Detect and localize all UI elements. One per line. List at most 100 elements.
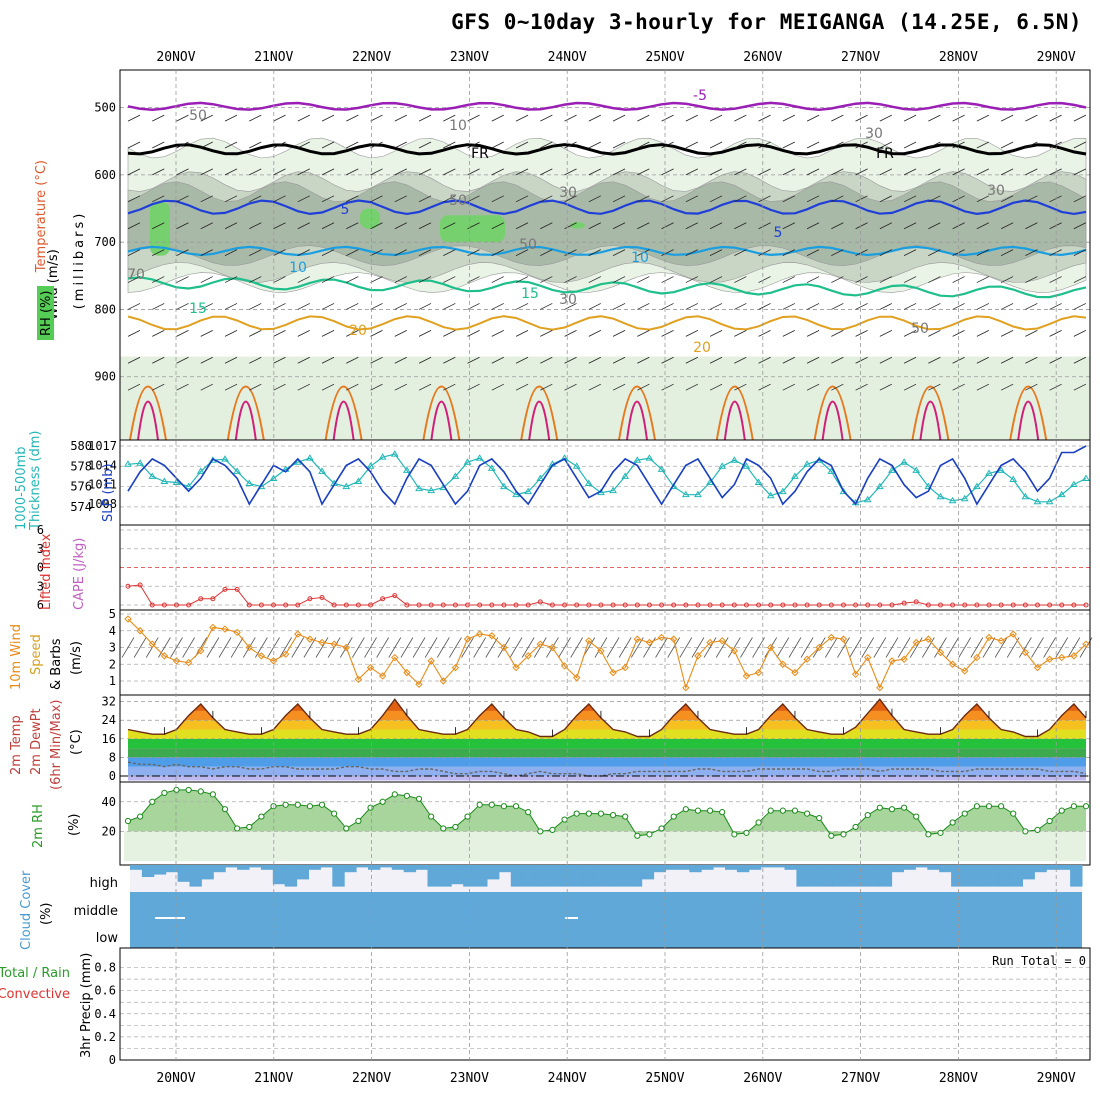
lifted-index-marker xyxy=(186,602,192,608)
wind-speed-marker xyxy=(864,653,872,662)
wind-barb xyxy=(588,330,601,337)
wind-barb xyxy=(491,330,504,337)
wind-speed-marker xyxy=(742,672,751,680)
wind10-barb xyxy=(1043,637,1056,658)
high-cloud-bar xyxy=(177,865,190,882)
wind-barb xyxy=(879,114,893,122)
rh-marker xyxy=(1070,803,1077,810)
lifted-index-marker xyxy=(258,602,264,608)
wind-barb xyxy=(127,276,141,283)
wind-barb xyxy=(273,222,286,230)
high-cloud-bar xyxy=(570,865,583,887)
high-cloud-bar xyxy=(1070,865,1083,887)
lifted-index-marker xyxy=(792,602,798,608)
wind-speed-marker xyxy=(597,647,605,655)
wind-barb xyxy=(637,356,650,364)
rh-marker xyxy=(731,831,738,838)
temp-label-group: 2m Temp xyxy=(9,715,24,775)
wind-barb xyxy=(321,303,335,310)
wind-barb xyxy=(1000,249,1014,256)
pressure-tick: 600 xyxy=(94,168,116,182)
thickness-marker xyxy=(390,450,399,457)
rh-axis-label: RH (%) xyxy=(39,291,54,336)
wind-barb xyxy=(734,195,747,203)
wind-speed-marker xyxy=(366,663,375,672)
wind-barb xyxy=(321,141,335,149)
high-cloud-bar xyxy=(1034,865,1047,873)
wind-barb xyxy=(418,276,432,283)
wind-barb xyxy=(976,168,990,176)
thickness-marker xyxy=(681,490,690,498)
wind-barb xyxy=(418,168,432,176)
wind-barb xyxy=(758,330,771,337)
rh-marker xyxy=(1034,826,1041,834)
wind-barb xyxy=(1025,168,1038,176)
thickness-marker xyxy=(778,487,787,495)
wind-barb xyxy=(855,195,868,203)
wind-barb xyxy=(831,276,844,283)
rh-marker xyxy=(816,814,823,822)
wind-barb xyxy=(491,249,504,256)
wind-barb xyxy=(831,168,844,176)
contour-30-arch xyxy=(430,400,453,441)
rh-marker xyxy=(840,831,847,838)
wind-speed-marker xyxy=(500,643,508,652)
slp-frame xyxy=(119,439,1091,526)
rh-marker xyxy=(306,803,313,810)
wind10-barb xyxy=(485,637,499,658)
thickness-marker xyxy=(633,456,642,463)
rh-saturated-patch xyxy=(360,208,380,229)
thickness-marker xyxy=(754,478,763,486)
wind-barb xyxy=(224,114,238,122)
wind10-barb xyxy=(449,637,462,658)
pressure-tick: 700 xyxy=(94,235,116,249)
wind-barb xyxy=(273,195,286,203)
rh-marker xyxy=(682,806,689,813)
wind-barb xyxy=(443,114,456,122)
wind-barb xyxy=(540,276,553,283)
high-cloud-bar xyxy=(308,865,321,870)
thickness-marker xyxy=(657,465,666,472)
wind-barb xyxy=(346,330,359,337)
temp-color-band xyxy=(128,776,1086,781)
top-date-label: 28NOV xyxy=(939,50,978,65)
high-cloud-bar xyxy=(237,865,250,870)
rh-marker xyxy=(864,811,871,819)
wind-barb xyxy=(588,303,601,310)
wind-barb xyxy=(224,141,238,149)
rh-marker xyxy=(209,791,216,798)
wind10-barb xyxy=(218,637,232,658)
high-cloud-bar xyxy=(320,865,333,868)
high-cloud-bar xyxy=(855,865,869,887)
wind-speed-marker xyxy=(827,633,836,642)
bottom-date-label: 20NOV xyxy=(156,1071,195,1086)
thickness-marker xyxy=(184,482,193,490)
wind-speed-marker xyxy=(609,668,617,677)
wind-speed-marker xyxy=(184,658,193,667)
top-date-label: 20NOV xyxy=(156,50,195,65)
wind-barb xyxy=(806,303,820,310)
thickness-label-group: 1000-500mb Thickness (dm) xyxy=(14,431,43,531)
wind-speed-marker xyxy=(985,633,993,642)
wind-barb xyxy=(831,356,844,364)
thickness-axis-label: 1000-500mb xyxy=(14,446,29,530)
thickness-marker xyxy=(124,460,132,467)
wind-barb xyxy=(1073,356,1087,364)
wind-barb xyxy=(152,168,165,176)
thickness-marker xyxy=(584,479,593,487)
wind-barb xyxy=(879,222,893,230)
wind-barb xyxy=(200,330,213,337)
temp-tick: 24 xyxy=(102,713,116,727)
wind-barb xyxy=(418,383,432,391)
wind-barb xyxy=(370,141,383,149)
wind-label-group: (m/s) xyxy=(69,641,84,675)
rh-marker xyxy=(755,819,762,826)
wind-speed-marker xyxy=(645,638,654,647)
high-cloud-bar xyxy=(379,865,393,868)
wind-barb xyxy=(418,195,432,203)
rh2-unit-label: (%) xyxy=(67,814,82,837)
wind10-barb xyxy=(958,637,972,658)
contour-30-arch xyxy=(1017,400,1040,441)
wind-barb xyxy=(515,249,529,256)
wind-speed-marker xyxy=(439,677,447,685)
